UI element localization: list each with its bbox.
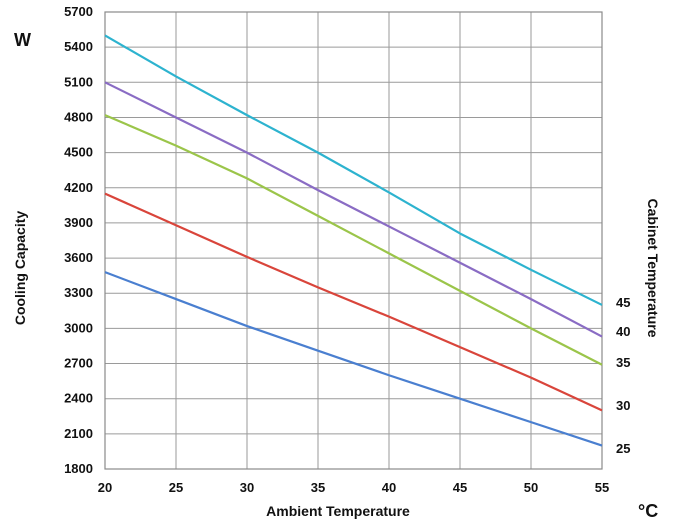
x-tick-label: 55 bbox=[595, 480, 609, 495]
series-line-30 bbox=[104, 192, 603, 412]
y-tick-label: 5400 bbox=[64, 39, 93, 54]
y-axis-ticks: 1800 2100 2400 2700 3000 3300 3600 3900 4200 4500… bbox=[64, 4, 93, 476]
y-tick-label: 5700 bbox=[64, 4, 93, 19]
y-tick-label: 2400 bbox=[64, 391, 93, 406]
series-axis-title: Cabinet Temperature bbox=[645, 199, 661, 338]
y-axis-title: Cooling Capacity bbox=[12, 211, 28, 326]
series-line-40 bbox=[104, 81, 603, 338]
x-axis-title: Ambient Temperature bbox=[266, 503, 410, 519]
y-tick-label: 2100 bbox=[64, 426, 93, 441]
y-tick-label: 3000 bbox=[64, 320, 93, 335]
x-axis-ticks: 20 25 30 35 40 45 50 55 bbox=[98, 480, 609, 495]
series-label-40: 40 bbox=[616, 324, 630, 339]
x-tick-label: 40 bbox=[382, 480, 396, 495]
y-tick-label: 4200 bbox=[64, 180, 93, 195]
y-unit-label: W bbox=[14, 30, 31, 50]
x-tick-label: 20 bbox=[98, 480, 112, 495]
x-tick-label: 35 bbox=[311, 480, 325, 495]
y-tick-label: 3300 bbox=[64, 285, 93, 300]
y-tick-label: 4500 bbox=[64, 145, 93, 160]
y-tick-label: 2700 bbox=[64, 356, 93, 371]
y-tick-label: 3900 bbox=[64, 215, 93, 230]
x-tick-label: 50 bbox=[524, 480, 538, 495]
y-tick-label: 4800 bbox=[64, 109, 93, 124]
series-line-25 bbox=[104, 271, 603, 447]
plot-frame bbox=[104, 11, 603, 470]
series-label-30: 30 bbox=[616, 398, 630, 413]
series-label-25: 25 bbox=[616, 441, 630, 456]
x-tick-label: 45 bbox=[453, 480, 467, 495]
series-label-35: 35 bbox=[616, 355, 630, 370]
series-label-45: 45 bbox=[616, 295, 630, 310]
series-line-35 bbox=[104, 114, 603, 366]
x-tick-label: 30 bbox=[240, 480, 254, 495]
series-line-45 bbox=[104, 34, 603, 306]
y-tick-label: 1800 bbox=[64, 461, 93, 476]
series-lines bbox=[104, 34, 603, 447]
y-tick-label: 5100 bbox=[64, 74, 93, 89]
x-unit-label: °C bbox=[638, 501, 658, 521]
grid bbox=[104, 11, 603, 470]
y-tick-label: 3600 bbox=[64, 250, 93, 265]
series-labels: 25 30 35 40 45 bbox=[616, 295, 630, 456]
x-tick-label: 25 bbox=[169, 480, 183, 495]
